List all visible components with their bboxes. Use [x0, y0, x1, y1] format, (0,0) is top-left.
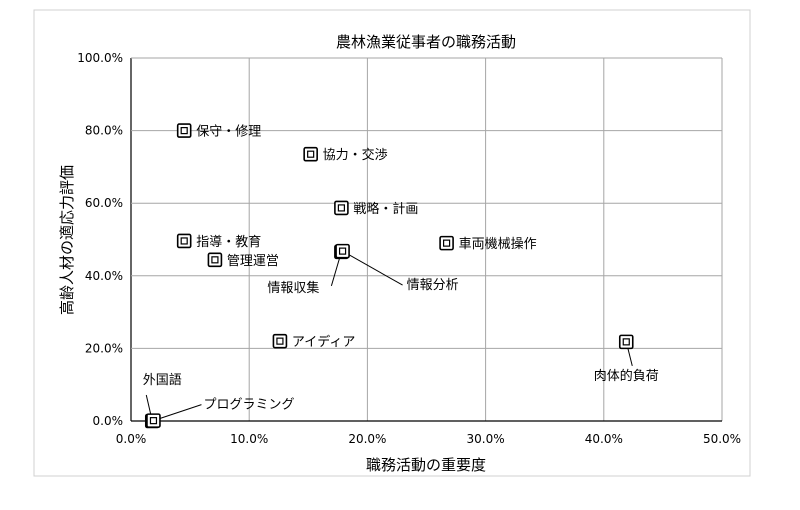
- point-label: 指導・教育: [196, 234, 261, 250]
- y-tick-label: 40.0%: [85, 269, 123, 283]
- point-marker: [176, 123, 192, 138]
- point-label: 協力・交渉: [323, 147, 388, 163]
- point-marker: [439, 235, 454, 251]
- point-label: 情報分析: [407, 278, 459, 293]
- x-tick-label: 30.0%: [467, 432, 505, 446]
- point-label: 情報収集: [267, 280, 319, 296]
- chart-frame: [33, 9, 751, 477]
- data-point: 管理運営: [207, 252, 279, 269]
- data-point: プログラミング: [146, 398, 294, 428]
- point-marker: [176, 233, 192, 249]
- data-point: アイディア: [272, 333, 355, 350]
- tick-labels: 0.0% 10.0% 20.0% 30.0% 40.0% 50.0% 0.0% 20.0% 40…: [77, 51, 741, 446]
- point-marker-inner: [276, 337, 284, 345]
- point-marker-inner: [338, 247, 347, 255]
- leader-line: [342, 250, 403, 286]
- data-point: 肉体的負荷: [594, 334, 659, 384]
- y-tick-label: 80.0%: [85, 124, 123, 138]
- point-label: 肉体的負荷: [594, 368, 659, 384]
- point-marker: [207, 252, 223, 268]
- point-label: 保守・修理: [196, 125, 261, 140]
- point-marker-inner: [307, 150, 315, 158]
- leader-line: [153, 404, 202, 422]
- point-label: アイディア: [292, 334, 355, 350]
- point-marker: [618, 334, 634, 350]
- point-label: 戦略・計画: [353, 201, 418, 217]
- data-point: 保守・修理: [176, 123, 261, 140]
- point-marker-inner: [622, 338, 630, 346]
- point-label: プログラミング: [203, 398, 294, 413]
- x-tick-label: 10.0%: [230, 432, 268, 446]
- point-marker: [334, 200, 349, 216]
- x-tick-label: 20.0%: [348, 432, 386, 446]
- point-marker-inner: [180, 237, 188, 245]
- y-axis-label: 高齢人材の適応力評価: [58, 165, 76, 315]
- x-tick-label: 50.0%: [703, 432, 741, 446]
- data-point: 戦略・計画: [334, 200, 418, 217]
- data-point: 指導・教育: [176, 233, 261, 250]
- point-marker-inner: [149, 417, 158, 425]
- x-tick-label: 40.0%: [585, 432, 623, 446]
- x-axis-label: 職務活動の重要度: [366, 456, 486, 474]
- y-tick-label: 0.0%: [93, 414, 124, 428]
- point-marker-inner: [442, 239, 451, 247]
- point-marker-inner: [337, 204, 345, 212]
- y-tick-label: 20.0%: [85, 341, 123, 355]
- point-marker-inner: [211, 256, 219, 264]
- point-marker: [272, 333, 288, 349]
- point-label: 車両機械操作: [459, 236, 537, 252]
- y-tick-label: 60.0%: [85, 196, 123, 210]
- x-tick-label: 0.0%: [116, 432, 147, 446]
- grid: [130, 57, 723, 422]
- y-tick-label: 100.0%: [77, 51, 123, 65]
- point-marker: [335, 243, 350, 259]
- data-point: 車両機械操作: [439, 235, 537, 252]
- point-label: 外国語: [143, 372, 182, 388]
- point-marker: [303, 146, 318, 162]
- data-point: 協力・交渉: [303, 146, 388, 163]
- point-marker: [146, 413, 161, 428]
- chart-title: 農林漁業従事者の職務活動: [336, 33, 516, 51]
- point-marker-inner: [180, 126, 188, 135]
- point-label: 管理運営: [227, 254, 279, 269]
- data-point: 情報分析: [335, 243, 459, 293]
